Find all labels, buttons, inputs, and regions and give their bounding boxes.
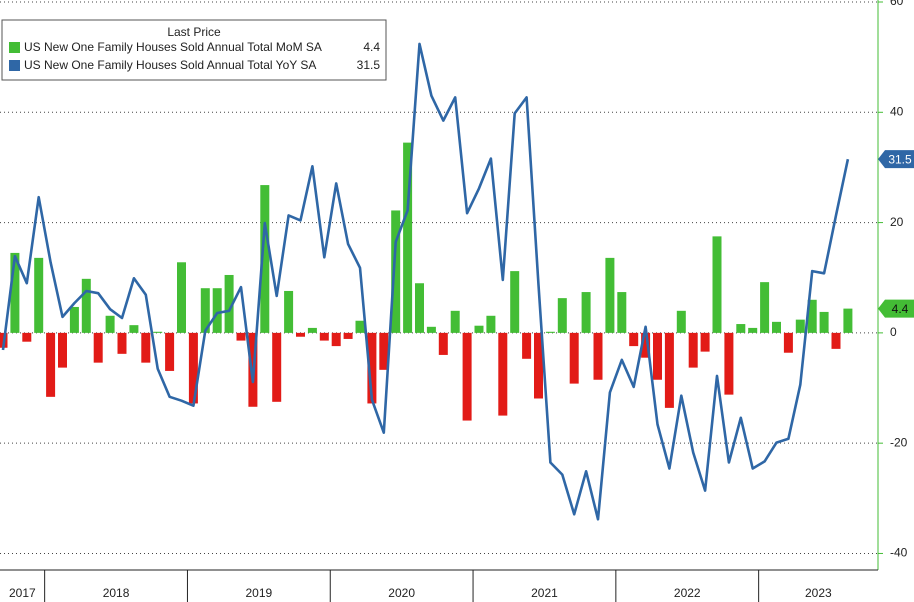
- bar: [188, 332, 198, 404]
- bar: [664, 332, 674, 408]
- bar: [69, 306, 79, 333]
- value-tag: [878, 299, 914, 318]
- bar: [117, 332, 127, 354]
- x-tick-label: 2022: [674, 586, 701, 600]
- bar: [177, 262, 186, 333]
- bar: [462, 332, 472, 421]
- bar: [200, 288, 210, 333]
- y-tick-label: -20: [890, 435, 908, 449]
- bar: [153, 331, 163, 333]
- bar: [46, 332, 56, 397]
- bar: [129, 325, 139, 333]
- legend-swatch: [9, 42, 20, 53]
- legend-title: Last Price: [167, 25, 221, 39]
- legend-swatch: [9, 60, 20, 71]
- bar: [510, 271, 520, 333]
- bar: [141, 332, 151, 363]
- x-tick-label: 2017: [9, 586, 36, 600]
- bar: [236, 332, 246, 341]
- bar: [688, 332, 698, 368]
- bar: [331, 332, 341, 347]
- line: [1, 42, 850, 521]
- bar: [819, 311, 829, 333]
- bar: [391, 210, 401, 333]
- y-tick-label: 0: [890, 325, 897, 339]
- bar: [93, 332, 103, 363]
- bar: [534, 332, 543, 399]
- value-tag-label: 31.5: [888, 152, 912, 166]
- bar: [81, 278, 91, 333]
- bar: [426, 326, 436, 333]
- bar: [700, 332, 710, 352]
- bar: [522, 332, 532, 359]
- bar: [783, 332, 793, 353]
- bar: [617, 292, 627, 333]
- bar: [760, 282, 770, 333]
- legend-value: 31.5: [357, 58, 381, 72]
- y-tick-label: -40: [890, 546, 908, 560]
- value-tag-label: 4.4: [892, 302, 909, 316]
- bar: [641, 332, 651, 358]
- bar: [450, 310, 460, 333]
- bar: [807, 299, 817, 333]
- x-tick-label: 2023: [805, 586, 832, 600]
- bar: [498, 332, 508, 416]
- bar: [843, 308, 853, 333]
- x-tick-label: 2019: [245, 586, 272, 600]
- bar: [296, 332, 305, 337]
- x-tick-label: 2020: [388, 586, 415, 600]
- bar: [593, 332, 603, 380]
- bar: [319, 332, 329, 341]
- bar: [486, 315, 496, 333]
- bar: [415, 283, 424, 333]
- bar: [105, 315, 115, 333]
- bar: [58, 332, 67, 368]
- bar: [736, 324, 746, 333]
- bar: [165, 332, 175, 371]
- legend-value: 4.4: [363, 40, 380, 54]
- bar: [712, 236, 722, 333]
- bar: [10, 252, 20, 333]
- legend-label: US New One Family Houses Sold Annual Tot…: [24, 58, 316, 72]
- bar: [379, 332, 389, 370]
- bar: [212, 288, 222, 333]
- bar: [605, 257, 615, 333]
- bar: [795, 319, 805, 333]
- bar: [748, 327, 758, 333]
- y-tick-label: 20: [890, 215, 904, 229]
- bar: [545, 331, 555, 333]
- bar: [224, 274, 234, 333]
- legend-box: [1, 19, 387, 81]
- bar: [557, 298, 567, 333]
- bar: [676, 310, 686, 333]
- bar: [355, 320, 365, 333]
- bar: [272, 332, 282, 402]
- bar: [724, 332, 734, 395]
- bar: [581, 292, 591, 333]
- bar: [772, 321, 781, 333]
- bar: [831, 332, 841, 349]
- y-tick-label: 60: [890, 0, 904, 8]
- legend-label: US New One Family Houses Sold Annual Tot…: [24, 40, 322, 54]
- x-tick-label: 2021: [531, 586, 558, 600]
- x-tick-label: 2018: [103, 586, 130, 600]
- value-tag: [878, 150, 914, 169]
- bar: [260, 185, 270, 333]
- bar: [343, 332, 353, 339]
- bar: [367, 332, 377, 404]
- bar: [22, 332, 32, 342]
- bar: [34, 257, 44, 333]
- y-tick-label: 40: [890, 104, 904, 118]
- bar: [284, 290, 294, 333]
- bar: [653, 332, 662, 380]
- bar: [438, 332, 448, 355]
- bar: [474, 325, 484, 333]
- bar: [629, 332, 639, 347]
- bar: [403, 142, 413, 333]
- bar: [569, 332, 579, 384]
- bar: [307, 327, 317, 333]
